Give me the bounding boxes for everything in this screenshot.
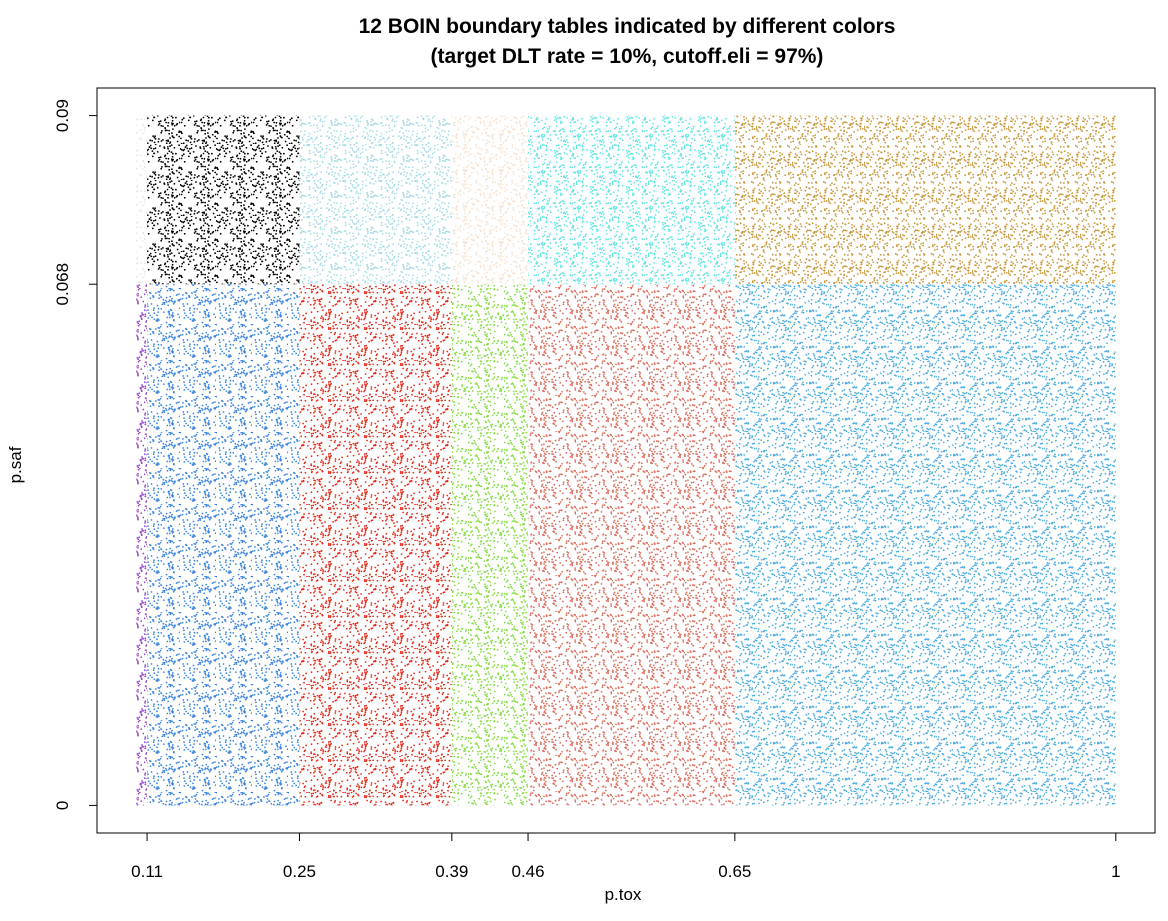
region (528, 115, 735, 285)
region (734, 284, 1116, 806)
region (147, 115, 300, 285)
y-tick-label: 0.068 (53, 263, 72, 306)
region (147, 284, 300, 806)
region (734, 115, 1116, 285)
x-tick-label: 0.65 (718, 862, 751, 881)
chart-title: 12 BOIN boundary tables indicated by dif… (359, 15, 896, 38)
y-axis-label: p.saf (6, 446, 25, 483)
region (451, 115, 529, 285)
x-tick-label: 1 (1111, 862, 1120, 881)
region (299, 115, 452, 285)
region (299, 284, 452, 806)
chart-subtitle: (target DLT rate = 10%, cutoff.eli = 97%… (431, 45, 824, 68)
x-tick-label: 0.46 (511, 862, 544, 881)
x-tick-label: 0.11 (131, 862, 163, 881)
x-tick-label: 0.25 (283, 862, 316, 881)
region (528, 284, 735, 806)
x-tick-label: 0.39 (435, 862, 468, 881)
y-tick-label: 0.09 (53, 99, 72, 132)
region (136, 284, 148, 806)
plot-area (136, 115, 1116, 806)
region (451, 284, 529, 806)
region (136, 115, 148, 285)
y-tick-label: 0 (53, 801, 72, 810)
x-axis-label: p.tox (605, 885, 642, 904)
